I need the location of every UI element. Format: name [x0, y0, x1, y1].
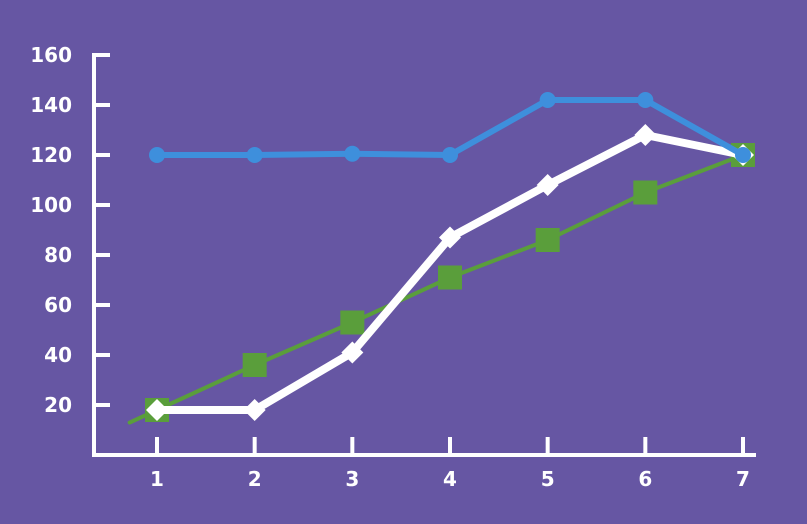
data-point-circle	[539, 92, 556, 108]
x-tick-label: 6	[638, 467, 652, 491]
data-point-circle	[149, 147, 165, 163]
data-point-diamond	[341, 341, 364, 364]
x-tick-label: 7	[736, 467, 750, 491]
data-point-square	[242, 353, 267, 377]
y-tick-label: 100	[30, 193, 72, 217]
y-tick-label: 80	[44, 243, 72, 267]
x-tick-label: 3	[345, 467, 359, 491]
data-point-circle	[246, 147, 263, 163]
data-point-square	[633, 180, 658, 205]
x-tick-label: 5	[541, 467, 555, 491]
x-tick-label: 1	[150, 467, 164, 491]
series-diamond	[146, 124, 754, 421]
axes: 20 40 60 80 100 120 140 160 1 2 3 4 5 6 7	[30, 43, 756, 491]
y-tick-label: 20	[44, 393, 72, 417]
series-circle	[149, 92, 751, 163]
data-point-circle	[442, 147, 458, 163]
data-point-square	[438, 265, 462, 290]
data-point-square	[340, 310, 365, 335]
data-point-circle	[637, 92, 654, 108]
data-point-diamond	[146, 399, 168, 421]
data-point-diamond	[536, 174, 559, 196]
series	[127, 92, 755, 425]
data-point-circle	[344, 145, 361, 162]
x-tick-label: 2	[248, 467, 262, 491]
y-tick-label: 40	[44, 343, 72, 367]
data-point-diamond	[634, 124, 657, 146]
data-point-diamond	[439, 226, 461, 249]
data-point-square	[535, 228, 560, 252]
y-tick-label: 120	[30, 143, 72, 167]
y-tick-label: 60	[44, 293, 72, 317]
y-tick-label: 160	[30, 43, 72, 67]
data-point-circle	[735, 147, 751, 163]
y-tick-label: 140	[30, 93, 72, 117]
x-tick-label: 4	[443, 467, 457, 491]
data-point-diamond	[243, 399, 266, 421]
